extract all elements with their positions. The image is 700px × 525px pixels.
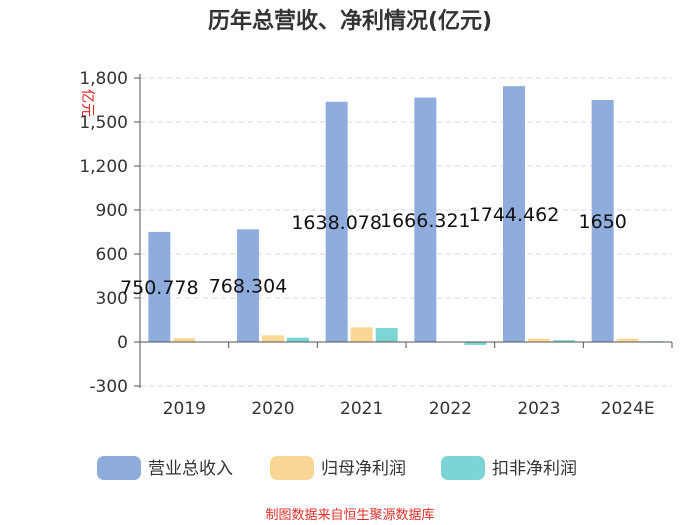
bar <box>591 100 614 342</box>
x-tick-label: 2022 <box>429 399 472 419</box>
bar <box>148 231 171 342</box>
bar <box>414 97 437 342</box>
bar <box>616 338 639 342</box>
bar <box>325 101 348 342</box>
bar <box>503 86 525 343</box>
x-tick-label: 2023 <box>517 399 560 419</box>
y-tick-label: -300 <box>89 377 128 397</box>
y-tick-label: 300 <box>96 289 128 309</box>
bar <box>464 342 487 345</box>
legend-label: 扣非净利润 <box>492 459 577 479</box>
source-note: 制图数据来自恒生聚源数据库 <box>265 507 434 523</box>
legend-label: 营业总收入 <box>148 459 233 479</box>
x-axis: 2019 2020 2021 2022 2023 2024E <box>139 341 673 419</box>
data-label: 1666.321 <box>380 210 471 232</box>
x-tick-label: 2019 <box>163 399 206 419</box>
data-label: 750.778 <box>120 277 199 299</box>
gridlines <box>140 77 672 387</box>
y-tick-label: 0 <box>117 333 128 353</box>
legend-swatch <box>441 456 485 480</box>
bar <box>553 340 575 342</box>
bar <box>173 338 196 342</box>
y-tick-label: 600 <box>96 245 128 265</box>
data-label: 1744.462 <box>469 204 560 226</box>
legend-label: 归母净利润 <box>321 459 406 479</box>
chart-title: 历年总营收、净利情况(亿元) <box>208 8 492 34</box>
y-axis: 1,800 1,500 1,200 900 600 300 0 -300 <box>79 69 141 397</box>
bars <box>148 86 664 345</box>
y-tick-label: 1,800 <box>79 69 128 89</box>
legend: 营业总收入 归母净利润 扣非净利润 <box>97 456 577 480</box>
data-label: 1650 <box>578 211 626 233</box>
y-axis-unit-label: 亿元 <box>79 89 95 117</box>
x-tick-label: 2020 <box>251 399 294 419</box>
bar <box>375 328 398 342</box>
bar <box>528 338 550 342</box>
y-tick-label: 900 <box>96 201 128 221</box>
data-label: 1638.078 <box>291 212 382 234</box>
bar <box>350 327 373 342</box>
y-tick-label: 1,500 <box>79 113 128 133</box>
legend-swatch <box>97 456 141 480</box>
bar <box>237 229 259 342</box>
bar <box>287 337 309 342</box>
x-tick-label: 2021 <box>340 399 383 419</box>
legend-swatch <box>270 456 314 480</box>
data-label: 768.304 <box>209 276 288 298</box>
x-tick-label: 2024E <box>601 399 655 419</box>
y-tick-label: 1,200 <box>79 157 128 177</box>
bar <box>262 335 284 342</box>
